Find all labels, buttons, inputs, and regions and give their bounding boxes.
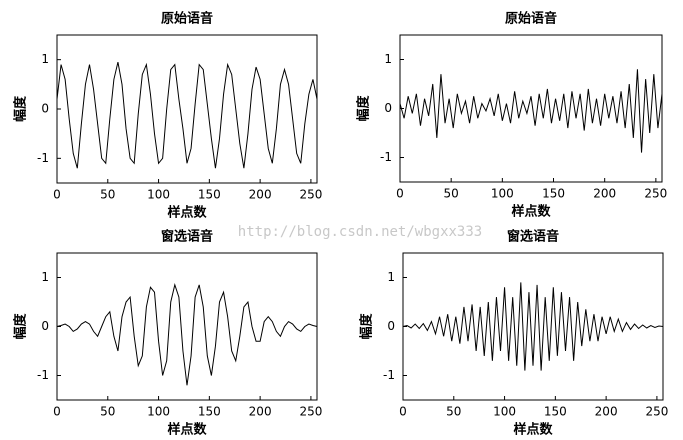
x-tick-label: 100: [491, 187, 514, 201]
chart-title: 窗选语音: [507, 229, 559, 245]
x-tick-label: 100: [493, 405, 516, 419]
x-tick-label: 150: [198, 188, 221, 202]
y-tick-label: 0: [384, 101, 392, 115]
y-tick-label: 0: [41, 319, 49, 333]
axes-frame: [399, 34, 663, 183]
chart-title: 原始语音: [161, 11, 213, 27]
x-axis-label: 样点数: [513, 422, 553, 438]
axes-frame: [56, 34, 318, 184]
signal-line: [56, 62, 318, 169]
signal-line: [402, 282, 664, 371]
y-tick-label: 0: [41, 102, 49, 116]
x-axis-label: 样点数: [167, 205, 207, 221]
y-axis-label: 幅度: [359, 313, 375, 340]
x-tick-label: 50: [100, 405, 115, 419]
y-axis-label: 幅度: [13, 95, 29, 122]
x-tick-label: 0: [53, 188, 61, 202]
y-tick-label: -1: [37, 151, 49, 165]
x-tick-label: 100: [147, 405, 170, 419]
x-axis-label: 样点数: [167, 422, 207, 438]
y-axis-label: 幅度: [13, 313, 29, 340]
x-tick-label: 100: [147, 188, 170, 202]
x-tick-label: 250: [299, 188, 322, 202]
axes-frame: [56, 252, 318, 401]
y-tick-label: 1: [387, 270, 395, 284]
chart-title: 原始语音: [505, 11, 557, 27]
x-tick-label: 250: [645, 405, 668, 419]
x-tick-label: 150: [198, 405, 221, 419]
x-tick-label: 250: [299, 405, 322, 419]
x-axis-label: 样点数: [511, 204, 551, 220]
y-tick-label: -1: [380, 150, 392, 164]
axes-frame: [402, 252, 664, 401]
chart-title: 窗选语音: [161, 229, 213, 245]
x-tick-label: 150: [542, 187, 565, 201]
x-tick-label: 250: [644, 187, 667, 201]
signal-line: [399, 69, 663, 153]
y-tick-label: -1: [37, 368, 49, 382]
x-tick-label: 150: [544, 405, 567, 419]
y-tick-label: 1: [41, 270, 49, 284]
x-tick-label: 0: [396, 187, 404, 201]
x-tick-label: 50: [446, 405, 461, 419]
x-tick-label: 0: [399, 405, 407, 419]
x-tick-label: 50: [444, 187, 459, 201]
x-tick-label: 50: [100, 188, 115, 202]
y-tick-label: -1: [383, 368, 395, 382]
signal-line: [56, 283, 318, 386]
y-tick-label: 1: [41, 52, 49, 66]
watermark: http://blog.csdn.net/wbgxx333: [238, 224, 482, 240]
x-tick-label: 200: [595, 405, 618, 419]
y-tick-label: 0: [387, 319, 395, 333]
y-tick-label: 1: [384, 52, 392, 66]
x-tick-label: 200: [593, 187, 616, 201]
y-axis-label: 幅度: [356, 95, 372, 122]
x-tick-label: 200: [249, 188, 272, 202]
x-tick-label: 0: [53, 405, 61, 419]
x-tick-label: 200: [249, 405, 272, 419]
